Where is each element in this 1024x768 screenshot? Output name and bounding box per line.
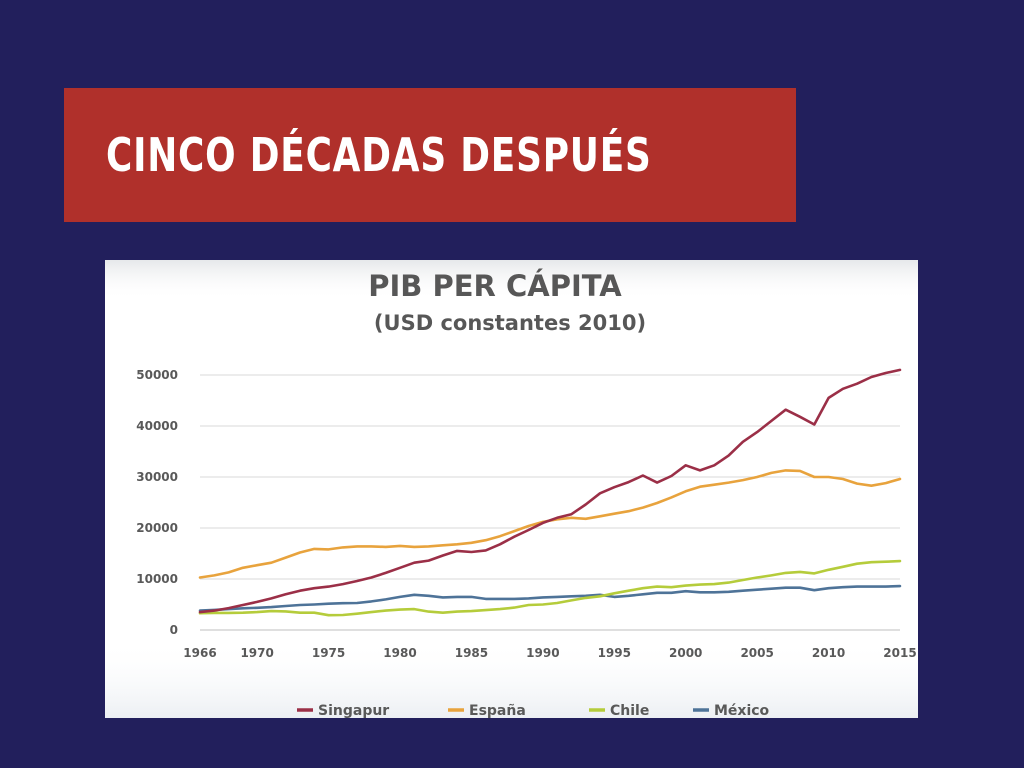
series-line-singapur (198, 368, 902, 614)
y-tick-label: 40000 (136, 419, 178, 433)
x-tick-label: 1995 (598, 646, 631, 660)
x-tick-label: 2000 (669, 646, 702, 660)
x-tick-label: 1970 (240, 646, 273, 660)
y-tick-label: 20000 (136, 521, 178, 535)
chart-panel: PIB PER CÁPITA (USD constantes 2010) 0 10… (105, 260, 918, 718)
legend-label-méxico: México (714, 703, 770, 718)
legend: Singapur España Chile México (297, 703, 770, 718)
x-tick-label: 1985 (455, 646, 488, 660)
title-banner: CINCO DÉCADAS DESPUÉS (64, 88, 796, 222)
series-line-chile (198, 559, 902, 617)
series-line-méxico (198, 584, 902, 612)
y-tick-label: 10000 (136, 572, 178, 586)
x-axis: 1966 1970 1975 1980 1985 1990 1995 2000 2005 2010… (183, 646, 916, 660)
series-line-españa (198, 469, 902, 579)
series-layer (198, 368, 902, 617)
legend-label-chile: Chile (610, 703, 649, 718)
bottom-shade (105, 640, 918, 718)
x-tick-label: 2005 (740, 646, 773, 660)
x-tick-label: 1990 (526, 646, 559, 660)
legend-label-españa: España (469, 703, 526, 718)
slide-title: CINCO DÉCADAS DESPUÉS (106, 128, 652, 182)
chart-title: PIB PER CÁPITA (368, 269, 622, 303)
y-axis: 0 10000 20000 30000 40000 50000 (136, 368, 178, 637)
gdp-line-chart: PIB PER CÁPITA (USD constantes 2010) 0 10… (105, 260, 918, 718)
x-tick-label: 2010 (812, 646, 845, 660)
legend-label-singapur: Singapur (318, 703, 389, 718)
y-tick-label: 30000 (136, 470, 178, 484)
y-tick-label: 50000 (136, 368, 178, 382)
x-tick-label: 2015 (883, 646, 916, 660)
grid-layer (200, 374, 900, 631)
top-shade (105, 260, 918, 300)
x-tick-label: 1980 (383, 646, 416, 660)
x-tick-label: 1975 (312, 646, 345, 660)
y-tick-label: 0 (170, 623, 178, 637)
x-tick-label: 1966 (183, 646, 216, 660)
chart-subtitle: (USD constantes 2010) (374, 311, 646, 335)
